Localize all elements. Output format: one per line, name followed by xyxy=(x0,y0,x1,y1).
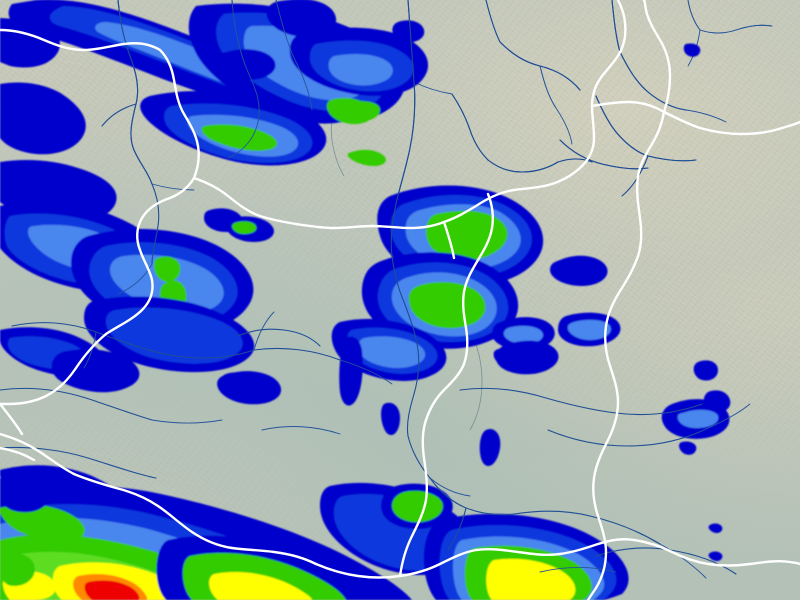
precip-cell-iso-10 xyxy=(220,372,253,395)
precip-cell-iso-5 xyxy=(493,346,529,369)
precip-cell-iso-6-inner xyxy=(677,409,719,428)
precip-core-north2-green xyxy=(332,101,381,123)
precip-band-north2-inner xyxy=(328,54,393,86)
precip-core-small-l2-green xyxy=(232,221,257,234)
precip-cell-iso-12 xyxy=(708,551,723,561)
precip-band-central-connector-inner xyxy=(358,336,426,369)
precip-cell-iso-9 xyxy=(479,428,501,467)
precip-core-central-a-green xyxy=(425,210,508,261)
river-network-over xyxy=(0,0,773,579)
precip-strip-se-green xyxy=(392,490,443,523)
precip-cell-iso-13 xyxy=(708,523,723,533)
precip-cell-small-l4 xyxy=(51,349,140,393)
precip-core-mid-upper-green xyxy=(201,124,277,151)
precip-cell-iso-6-tail xyxy=(703,390,731,413)
precip-ribbon-sw-outer xyxy=(0,476,50,513)
precip-storm-sw-red-core xyxy=(84,580,140,600)
precip-cell-iso-1-inner xyxy=(503,325,544,344)
precip-cell-iso-2-inner xyxy=(567,319,611,340)
precip-storm-sw-green-b xyxy=(0,504,85,543)
precip-cell-iso-8 xyxy=(679,441,697,455)
precip-core-central-b-green xyxy=(408,281,486,329)
precip-cell-sw-left-green xyxy=(0,553,35,586)
precip-strip-vertical xyxy=(339,336,363,406)
precip-cell-top-3 xyxy=(683,43,701,57)
precip-core-centerleft-green-a xyxy=(154,256,181,282)
precip-cell-top-4 xyxy=(392,20,425,43)
precip-cell-top-2 xyxy=(215,49,276,80)
precip-band-lowleft-mid xyxy=(106,307,243,364)
precip-core-upper-streak-green xyxy=(347,149,386,166)
precip-cell-west-main xyxy=(0,82,86,155)
precip-storm-sw-arm-yellow xyxy=(209,571,312,600)
precip-cell-iso-7 xyxy=(693,360,718,381)
precip-strip-small-1 xyxy=(381,402,400,436)
precip-cell-iso-4 xyxy=(550,255,608,286)
